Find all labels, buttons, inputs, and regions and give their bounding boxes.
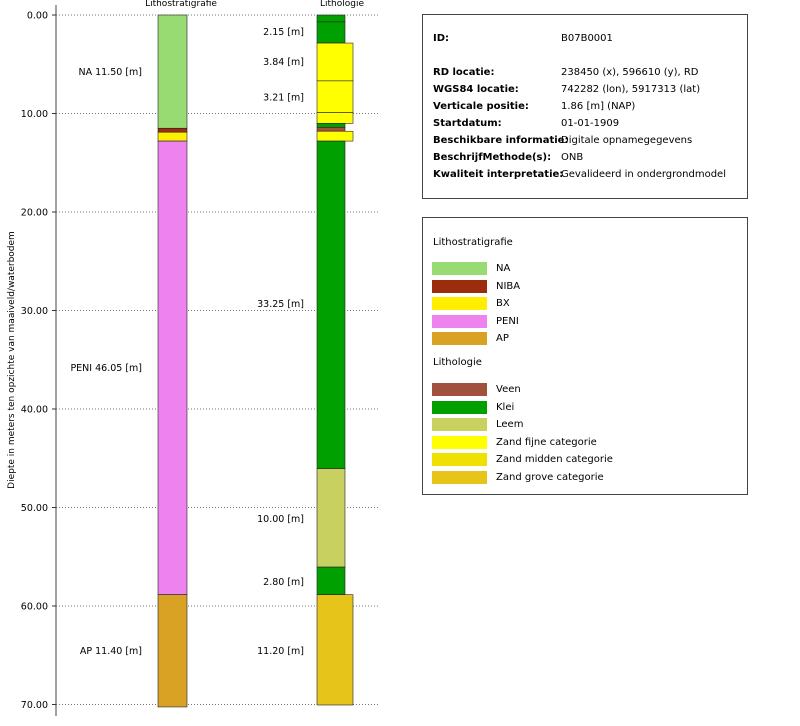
layer-klei [316, 21, 346, 44]
info-key: Verticale positie: [433, 101, 529, 112]
layer-veen [316, 126, 346, 132]
y-tick-label: 30.00 [21, 306, 48, 317]
legend-label: Klei [496, 401, 515, 413]
layer-zand-fijne-categorie [316, 130, 354, 142]
layer-zand-grove-categorie [316, 594, 354, 706]
layer-zand-fijne-categorie [316, 112, 354, 124]
legend-label: PENI [496, 315, 519, 327]
info-key: Startdatum: [433, 118, 502, 129]
info-value: 238450 (x), 596610 (y), RD [561, 67, 699, 78]
info-value: Gevalideerd in ondergrondmodel [561, 169, 726, 180]
legend-label: Veen [496, 384, 521, 395]
legend-swatch [432, 262, 487, 275]
y-tick-label: 50.00 [21, 503, 48, 514]
legend-swatch [432, 332, 487, 345]
layer-na [157, 14, 188, 129]
layer-label: 2.15 [m] [263, 27, 304, 38]
info-value: 1.86 [m] (NAP) [561, 101, 636, 112]
borehole-info-panel: ID: B07B0001 RD locatie: 238450 (x), 596610… [422, 14, 748, 199]
layer-bx [157, 131, 188, 142]
legend-label: NA [496, 263, 511, 274]
layer-niba [157, 127, 188, 133]
legend-label: Zand fijne categorie [496, 436, 597, 448]
legend-swatch [432, 400, 487, 414]
layer-zand-fijne-categorie [316, 42, 354, 82]
info-value: 01-01-1909 [561, 118, 620, 129]
layer-label: 33.25 [m] [257, 299, 304, 310]
legend-panel: Lithostratigrafie Lithologie NA NIBA BX PEN… [422, 217, 748, 495]
legend-label: Zand midden categorie [496, 454, 613, 465]
y-axis-label: Diepte in meters ten opzichte van maaive… [7, 231, 17, 489]
info-value: 742282 (lon), 5917313 (lat) [561, 84, 701, 95]
info-key: ID: [433, 33, 450, 44]
layer-ap [157, 594, 188, 708]
column-title: Lithologie [320, 0, 364, 9]
legend-label: BX [496, 298, 510, 309]
legend-swatch [432, 418, 487, 431]
legend-heading-lithologie: Lithologie [433, 357, 482, 368]
layer-klei [316, 140, 346, 469]
layer-label: PENI 46.05 [m] [70, 363, 142, 374]
layer-label: NA 11.50 [m] [78, 67, 142, 78]
legend-swatch [432, 279, 487, 293]
layer-label: 3.21 [m] [263, 92, 304, 103]
y-tick-label: 0.00 [27, 11, 48, 22]
legend-label: NIBA [496, 280, 521, 292]
layer-label: AP 11.40 [m] [80, 646, 142, 657]
legend-label: Zand grove categorie [496, 471, 604, 483]
y-tick-label: 40.00 [21, 405, 48, 416]
y-tick-label: 60.00 [21, 602, 48, 613]
info-key: WGS84 locatie: [433, 84, 519, 95]
y-tick-label: 70.00 [21, 700, 48, 711]
info-key: BeschrijfMethode(s): [433, 152, 552, 163]
layer-klei [316, 123, 346, 128]
legend-swatch [432, 470, 487, 484]
y-tick-label: 10.00 [21, 109, 48, 120]
legend-swatch [432, 453, 487, 466]
layer-label: 3.84 [m] [263, 57, 304, 68]
layer-label: 10.00 [m] [257, 514, 304, 525]
layer-peni [157, 140, 188, 595]
legend-swatch [432, 383, 487, 396]
layer-label: 11.20 [m] [257, 646, 304, 657]
info-value: B07B0001 [561, 33, 613, 44]
info-value: Digitale opnamegegevens [561, 135, 693, 146]
info-key: Beschikbare informatie: [433, 135, 569, 146]
column-title: Lithostratigrafie [145, 0, 217, 9]
layer-klei [316, 566, 346, 595]
info-key: Kwaliteit interpretatie: [433, 169, 564, 180]
legend-heading-lithostratigrafie: Lithostratigrafie [433, 237, 513, 248]
layer-klei [316, 14, 346, 23]
layer-zand-fijne-categorie [316, 80, 354, 113]
legend-swatch [432, 435, 487, 449]
layer-leem [316, 468, 346, 568]
legend-swatch [432, 297, 487, 310]
legend-swatch [432, 314, 487, 328]
layer-label: 2.80 [m] [263, 577, 304, 588]
legend-label: Leem [496, 419, 524, 430]
legend-label: AP [496, 333, 509, 344]
info-key: RD locatie: [433, 67, 495, 78]
y-tick-label: 20.00 [21, 208, 48, 219]
info-value: ONB [561, 152, 584, 163]
